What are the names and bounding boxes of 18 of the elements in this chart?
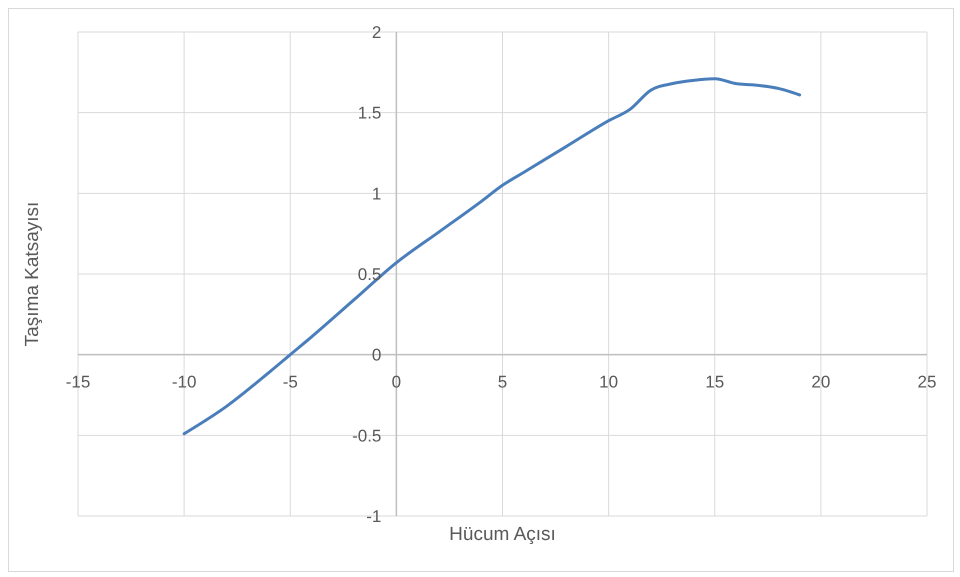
x-tick-label: 10 xyxy=(599,372,618,392)
x-tick-label: 25 xyxy=(918,372,936,392)
y-tick-label: 0 xyxy=(372,346,382,365)
x-tick-label: -10 xyxy=(172,372,196,392)
y-tick-label: 0.5 xyxy=(358,265,382,284)
x-tick-label: 0 xyxy=(392,372,402,392)
y-tick-label: 1.5 xyxy=(358,104,382,123)
y-tick-label: 1 xyxy=(372,184,382,204)
y-axis-title: Taşıma Katsayısı xyxy=(22,202,44,346)
x-tick-label: 15 xyxy=(705,372,724,392)
y-tick-label: 2 xyxy=(372,23,382,42)
x-tick-label: -15 xyxy=(66,372,90,392)
y-tick-label: -0.5 xyxy=(352,426,382,446)
x-tick-label: 5 xyxy=(498,372,508,392)
x-tick-label: -5 xyxy=(282,372,298,392)
x-tick-label: 20 xyxy=(811,372,830,392)
x-axis-title: Hücum Açısı xyxy=(449,524,556,545)
y-tick-label: -1 xyxy=(366,507,382,526)
